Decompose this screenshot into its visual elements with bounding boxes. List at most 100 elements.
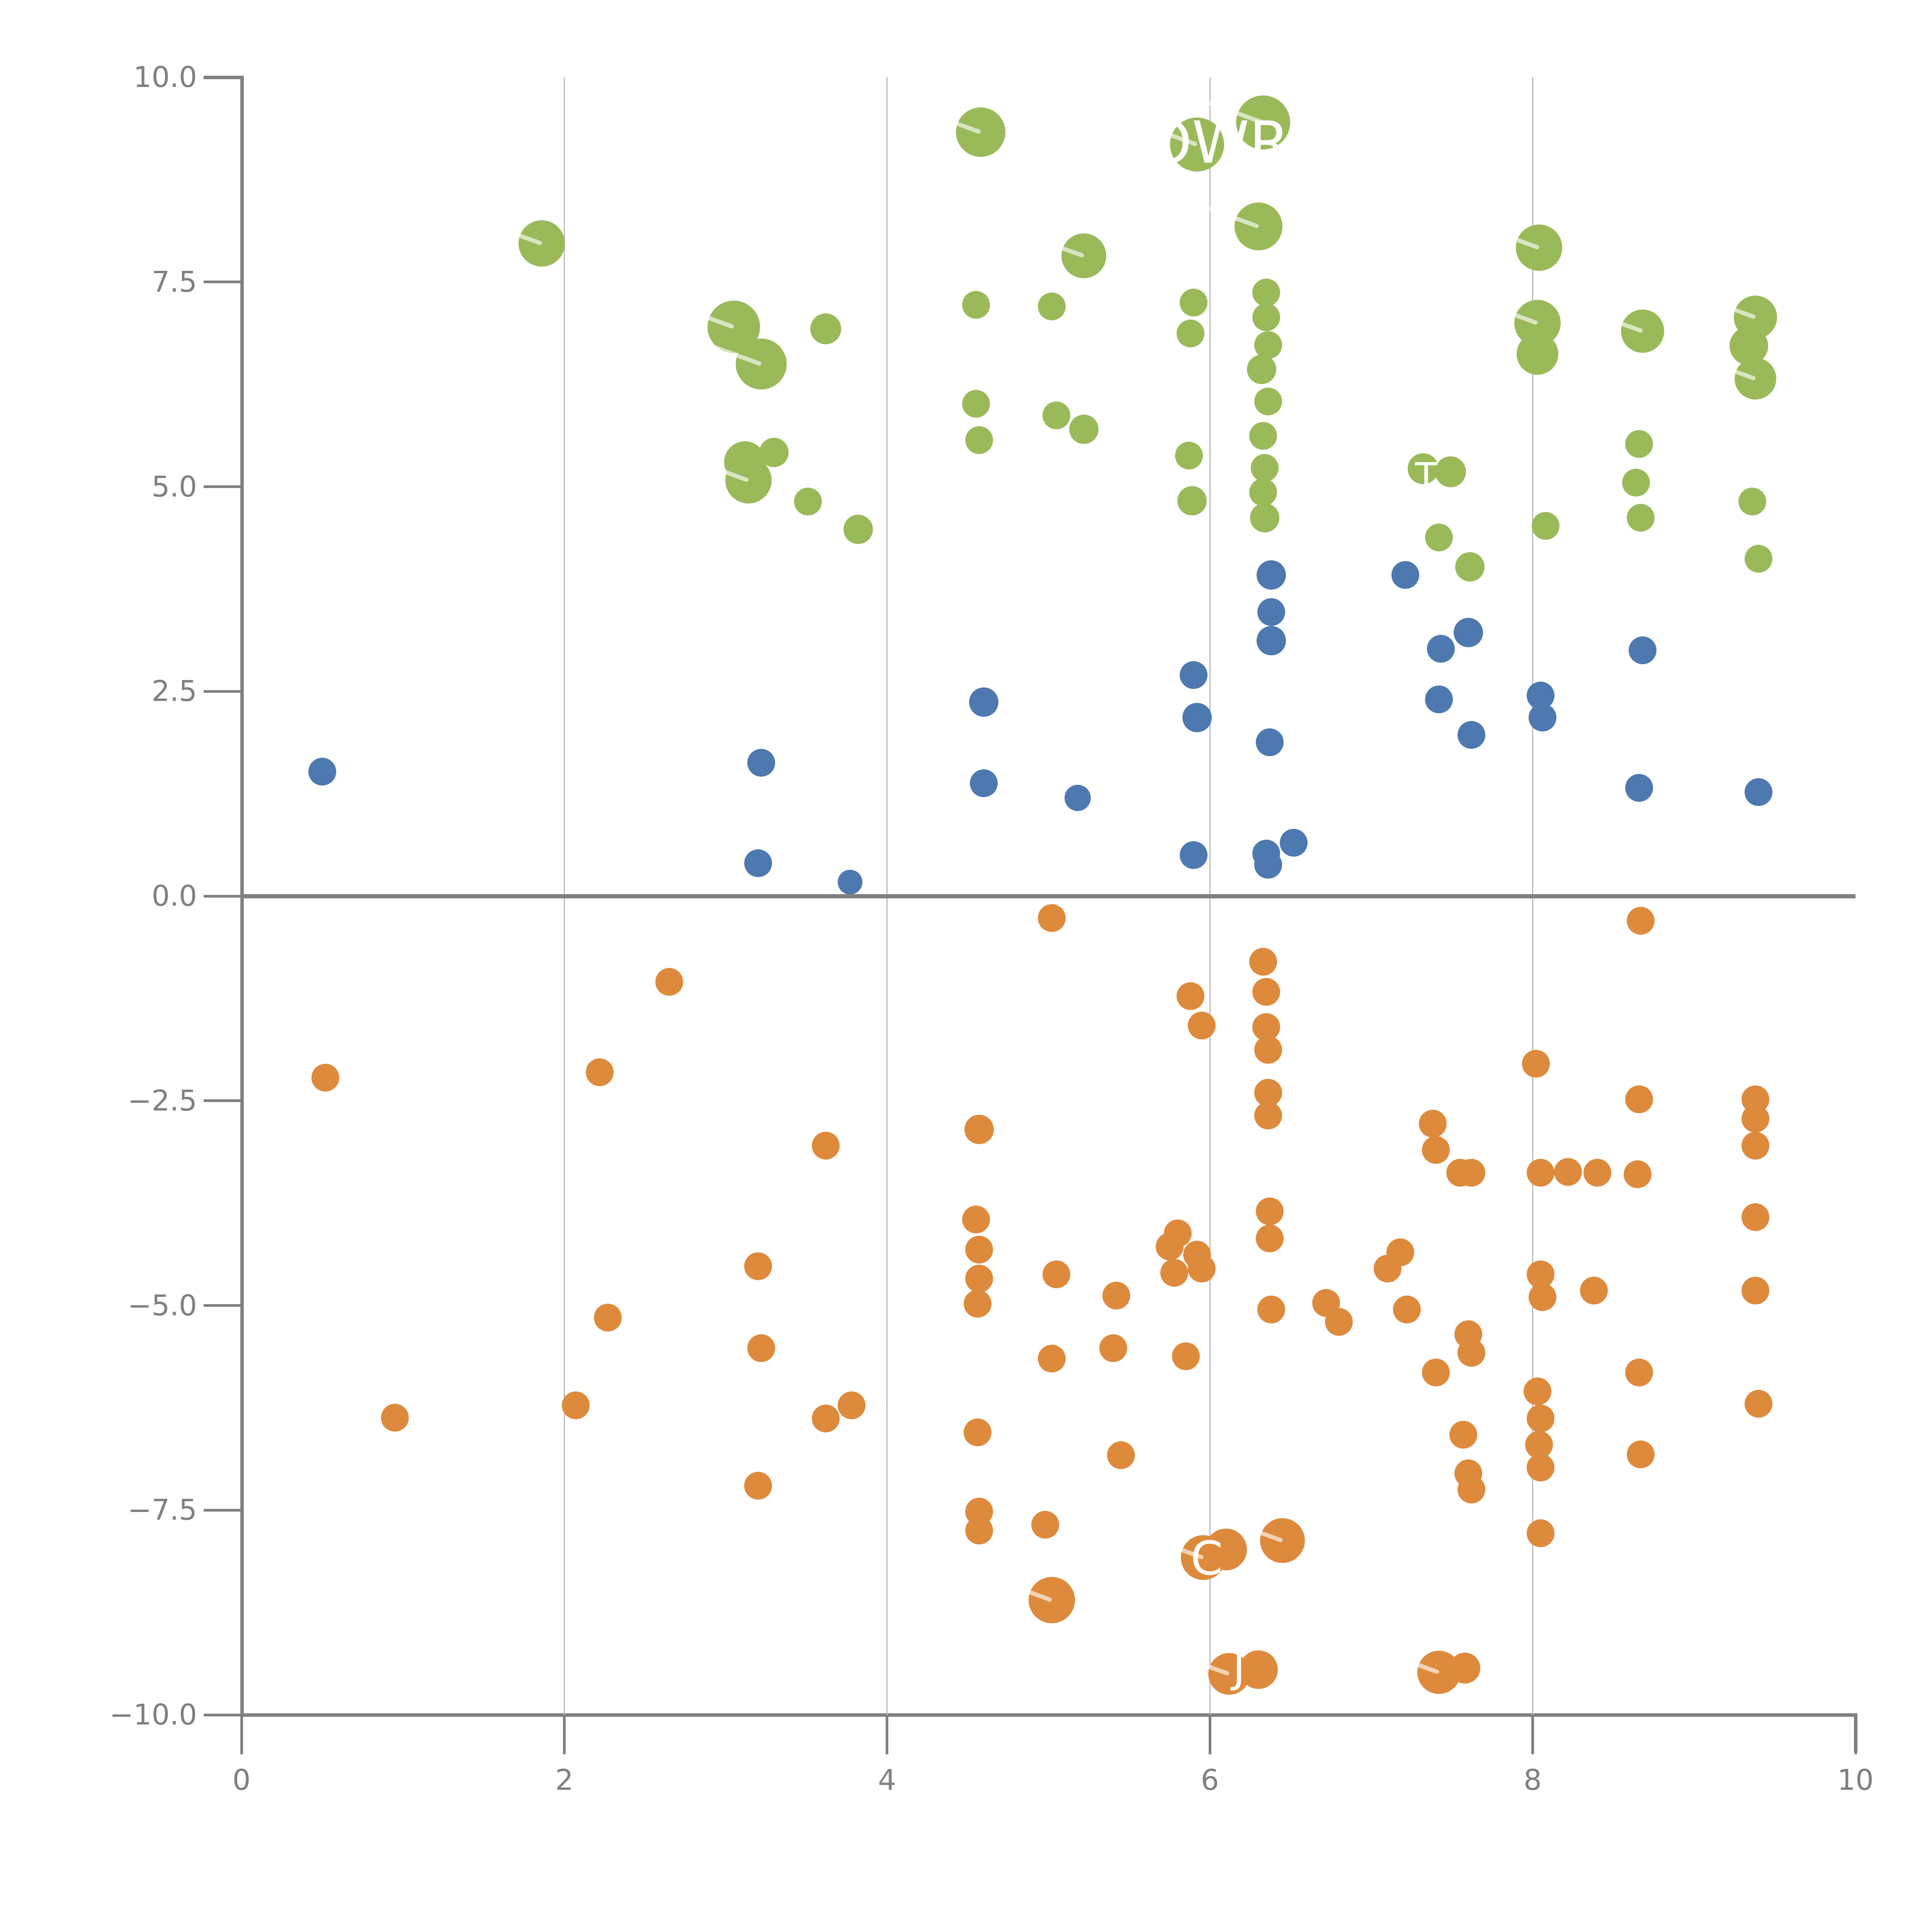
scatter-point-green[interactable] — [1254, 331, 1282, 359]
scatter-point-green[interactable] — [956, 107, 1006, 157]
scatter-point-blue[interactable] — [1280, 829, 1308, 857]
scatter-point-green[interactable] — [1069, 415, 1099, 444]
scatter-point-orange[interactable] — [1457, 1339, 1485, 1367]
scatter-point-orange[interactable] — [1422, 1359, 1450, 1387]
scatter-point-green[interactable] — [1627, 504, 1655, 532]
scatter-point-orange[interactable] — [963, 1290, 992, 1318]
scatter-point-orange[interactable] — [1177, 982, 1205, 1010]
scatter-point-green[interactable] — [810, 313, 842, 344]
scatter-point-green[interactable] — [759, 437, 789, 467]
scatter-point-blue[interactable] — [970, 769, 998, 797]
scatter-point-green[interactable] — [1252, 303, 1281, 331]
scatter-point-blue[interactable] — [837, 869, 862, 895]
scatter-point-orange[interactable] — [1031, 1511, 1060, 1539]
scatter-point-green[interactable] — [1236, 95, 1291, 150]
scatter-point-orange[interactable] — [1583, 1159, 1611, 1187]
scatter-point-green[interactable] — [1517, 333, 1559, 375]
scatter-point-orange[interactable] — [1043, 1260, 1071, 1288]
scatter-point-blue[interactable] — [1391, 561, 1419, 589]
scatter-point-green[interactable] — [1177, 486, 1207, 515]
scatter-point-orange[interactable] — [655, 968, 683, 996]
scatter-point-orange[interactable] — [812, 1132, 840, 1160]
scatter-point-blue[interactable] — [1625, 774, 1653, 802]
scatter-point-orange[interactable] — [1625, 1359, 1653, 1387]
scatter-point-green[interactable] — [1251, 454, 1279, 482]
scatter-point-orange[interactable] — [1449, 1653, 1481, 1684]
scatter-point-green[interactable] — [1425, 523, 1453, 551]
scatter-point-green[interactable] — [1180, 288, 1208, 316]
scatter-point-blue[interactable] — [1425, 685, 1453, 714]
scatter-point-green[interactable] — [1252, 279, 1281, 307]
scatter-point-orange[interactable] — [1627, 1440, 1655, 1469]
scatter-point-orange[interactable] — [1254, 1101, 1282, 1129]
scatter-point-green[interactable] — [1625, 430, 1653, 458]
scatter-point-blue[interactable] — [1427, 635, 1455, 663]
scatter-point-green[interactable] — [962, 390, 990, 418]
scatter-point-green[interactable] — [962, 291, 990, 319]
scatter-point-orange[interactable] — [962, 1206, 990, 1233]
scatter-point-green[interactable] — [518, 220, 565, 267]
scatter-point-orange[interactable] — [747, 1334, 775, 1362]
scatter-point-blue[interactable] — [1256, 626, 1286, 655]
scatter-point-orange[interactable] — [1393, 1296, 1421, 1324]
scatter-point-orange[interactable] — [1249, 947, 1277, 976]
scatter-point-green[interactable] — [1037, 293, 1066, 321]
scatter-point-blue[interactable] — [1745, 778, 1773, 806]
scatter-point-orange[interactable] — [1099, 1334, 1127, 1362]
scatter-point-orange[interactable] — [1742, 1277, 1770, 1305]
scatter-point-green[interactable] — [965, 426, 993, 454]
scatter-point-green[interactable] — [1177, 320, 1205, 348]
scatter-point-orange[interactable] — [744, 1252, 772, 1280]
scatter-point-orange[interactable] — [311, 1064, 340, 1092]
scatter-point-orange[interactable] — [1449, 1421, 1477, 1449]
scatter-point-blue[interactable] — [1628, 636, 1656, 665]
scatter-point-orange[interactable] — [1418, 1110, 1447, 1138]
scatter-point-green[interactable] — [735, 338, 787, 389]
scatter-point-green[interactable] — [1250, 503, 1280, 533]
scatter-point-orange[interactable] — [1745, 1389, 1773, 1418]
scatter-point-orange[interactable] — [812, 1404, 840, 1432]
scatter-point-blue[interactable] — [1182, 703, 1212, 733]
scatter-point-orange[interactable] — [1386, 1238, 1415, 1266]
scatter-point-green[interactable] — [1516, 224, 1563, 271]
scatter-point-orange[interactable] — [1254, 1036, 1282, 1064]
scatter-point-orange[interactable] — [381, 1403, 409, 1432]
scatter-point-green[interactable] — [1247, 355, 1276, 384]
scatter-point-green[interactable] — [725, 457, 772, 503]
scatter-point-blue[interactable] — [1180, 841, 1208, 869]
scatter-point-orange[interactable] — [1028, 1577, 1075, 1624]
scatter-point-orange[interactable] — [1257, 1296, 1285, 1324]
scatter-point-orange[interactable] — [1325, 1308, 1353, 1336]
scatter-point-orange[interactable] — [1524, 1377, 1552, 1405]
scatter-point-orange[interactable] — [963, 1418, 992, 1446]
scatter-point-blue[interactable] — [1064, 784, 1091, 811]
scatter-point-orange[interactable] — [965, 1264, 993, 1293]
scatter-point-green[interactable] — [843, 514, 873, 544]
scatter-point-orange[interactable] — [1260, 1518, 1305, 1563]
scatter-point-blue[interactable] — [1255, 728, 1284, 756]
scatter-point-orange[interactable] — [586, 1058, 614, 1086]
scatter-point-green[interactable] — [1621, 309, 1664, 353]
scatter-point-orange[interactable] — [1580, 1277, 1608, 1305]
scatter-point-green[interactable] — [1735, 357, 1777, 400]
scatter-point-orange[interactable] — [1528, 1283, 1556, 1311]
scatter-point-green[interactable] — [1532, 512, 1560, 540]
scatter-point-orange[interactable] — [964, 1114, 994, 1144]
scatter-point-green[interactable] — [1234, 202, 1282, 250]
scatter-point-orange[interactable] — [1255, 1224, 1284, 1252]
scatter-point-green[interactable] — [1061, 233, 1107, 278]
scatter-point-blue[interactable] — [308, 757, 336, 786]
scatter-point-blue[interactable] — [1256, 560, 1286, 590]
scatter-point-blue[interactable] — [1453, 617, 1483, 647]
scatter-point-green[interactable] — [1249, 422, 1277, 450]
scatter-point-orange[interactable] — [837, 1391, 866, 1420]
scatter-point-orange[interactable] — [1102, 1282, 1130, 1310]
scatter-point-orange[interactable] — [561, 1391, 590, 1420]
scatter-point-orange[interactable] — [1527, 1454, 1555, 1482]
scatter-point-blue[interactable] — [1180, 661, 1208, 689]
scatter-point-orange[interactable] — [1252, 978, 1281, 1006]
scatter-point-green[interactable] — [1170, 117, 1224, 172]
scatter-point-orange[interactable] — [1527, 1159, 1555, 1187]
scatter-point-orange[interactable] — [1037, 904, 1066, 932]
scatter-point-green[interactable] — [1043, 401, 1071, 430]
